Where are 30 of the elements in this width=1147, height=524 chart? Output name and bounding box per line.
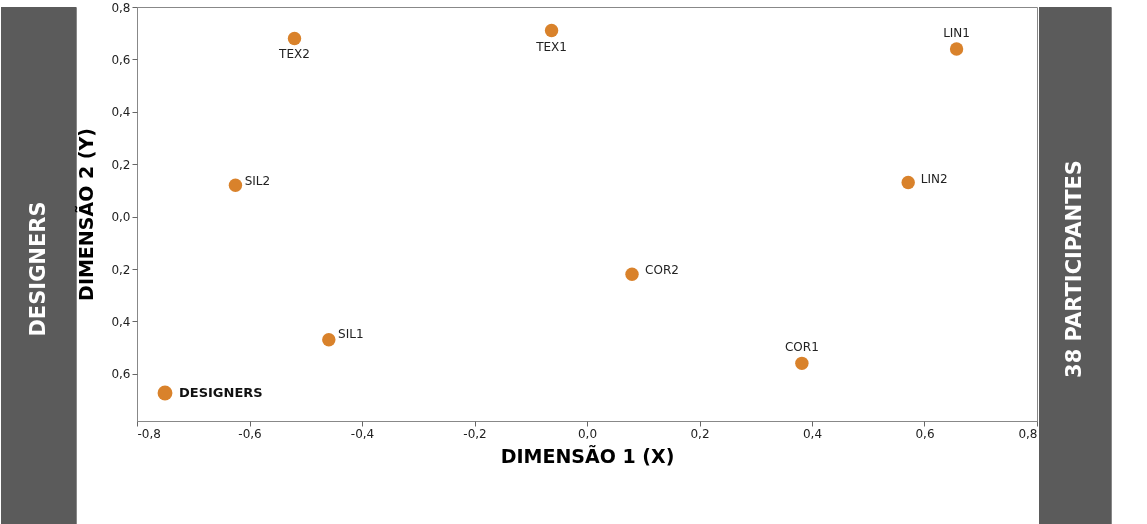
y-tick-label: 0,4 <box>111 314 131 329</box>
y-tick-label: 0,2 <box>111 262 131 277</box>
y-tick-label: 0,2 <box>111 157 131 172</box>
y-tick-label: 0,6 <box>111 52 131 67</box>
y-tick-label: 0,8 <box>111 0 131 15</box>
text: SIL1 <box>338 326 364 341</box>
y-axis-title: DIMENSÃO 2 (Y) <box>74 128 98 301</box>
text: TEX1 <box>536 39 567 54</box>
legend-label: DESIGNERS <box>179 385 263 400</box>
x-tick-label: 0,4 <box>802 426 823 441</box>
x-tick-label: 0,0 <box>577 426 598 441</box>
text: TEX2 <box>279 47 310 62</box>
text: 38 PARTICIPANTES <box>1062 160 1086 378</box>
text: DESIGNERS <box>25 201 50 337</box>
text: COR2 <box>645 263 679 278</box>
x-tick-label: 0,2 <box>690 426 710 441</box>
x-tick-label: 0,6 <box>915 426 935 441</box>
y-tick-label: 0,4 <box>111 105 131 120</box>
text: SIL2 <box>244 174 271 189</box>
x-tick-label: -0,8 <box>137 426 161 441</box>
x-tick-label: -0,4 <box>350 426 375 441</box>
x-tick-label: 0,8 <box>1018 426 1038 441</box>
text: LIN1 <box>943 25 970 40</box>
text: COR1 <box>784 340 819 355</box>
x-tick-label: -0,2 <box>463 426 487 441</box>
text: LIN2 <box>920 171 948 186</box>
y-tick-label: 0,6 <box>111 367 131 382</box>
y-tick-label: 0,0 <box>111 210 131 225</box>
x-axis-title: DIMENSÃO 1 (X) <box>500 443 675 467</box>
x-tick-label: -0,6 <box>238 426 262 441</box>
